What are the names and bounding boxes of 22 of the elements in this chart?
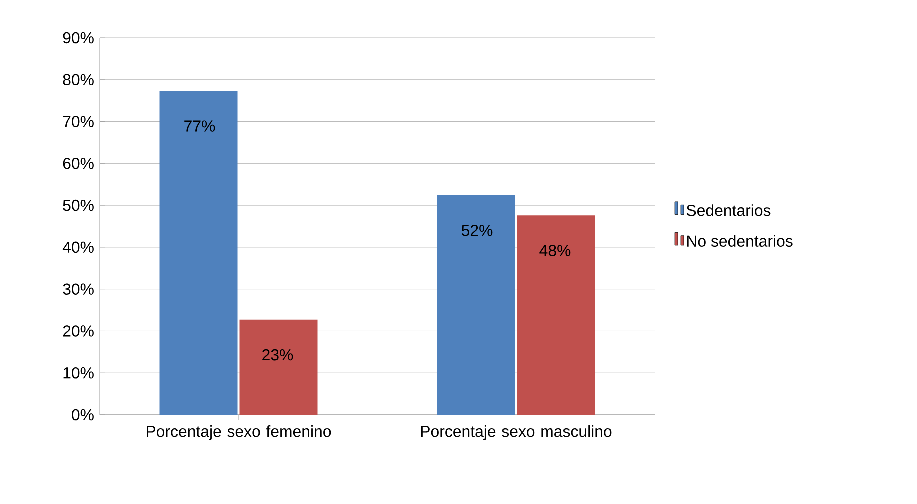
legend-label: No sedentarios (688, 235, 793, 247)
y-tick-label: 0% (72, 409, 94, 421)
y-tick-label: 70% (63, 116, 94, 128)
y-tick-label: 50% (63, 200, 94, 212)
y-tick-label: 80% (63, 74, 94, 86)
data-label: 52% (462, 225, 493, 236)
y-tick-label: 30% (63, 284, 94, 295)
bar (160, 91, 238, 415)
data-label: 77% (184, 120, 216, 132)
x-tick-label: Porcentaje sexo femenino (147, 426, 332, 440)
y-tick-label: 40% (62, 242, 94, 254)
data-label: 23% (262, 349, 294, 361)
legend-label: Sedentarios (686, 204, 771, 216)
bar (240, 320, 318, 415)
y-tick-label: 20% (63, 326, 94, 337)
data-label: 48% (540, 245, 571, 256)
bar (437, 196, 516, 415)
y-tick-label: 90% (63, 32, 94, 44)
bar (517, 216, 596, 415)
y-tick-label: 60% (63, 158, 94, 170)
y-tick-label: 10% (64, 367, 94, 379)
x-tick-label: Porcentaje sexo masculino (421, 426, 612, 440)
